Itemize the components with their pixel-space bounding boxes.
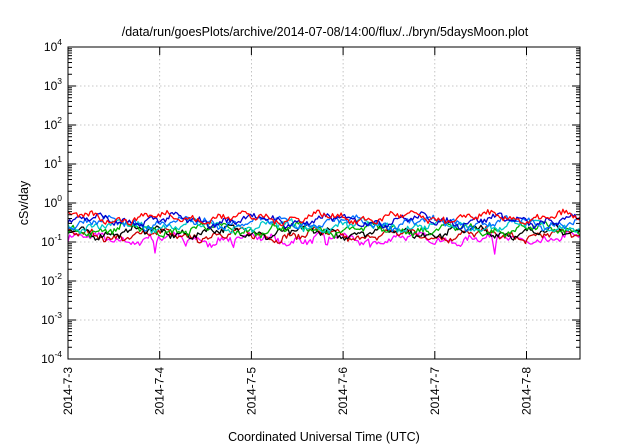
x-axis-label: Coordinated Universal Time (UTC) — [228, 430, 420, 444]
y-axis-label: cSv/day — [17, 180, 31, 225]
x-tick-label: 2014-7-4 — [153, 367, 167, 415]
series-line — [67, 208, 581, 227]
series-line — [67, 214, 581, 233]
grid-lines — [68, 47, 580, 359]
y-tick-exponent: 2 — [57, 115, 62, 125]
y-tick-base: 10 — [44, 79, 58, 93]
y-tick-exponent: -2 — [54, 271, 62, 281]
y-tick-base: 10 — [44, 40, 58, 54]
y-tick-label: 100 — [44, 193, 62, 210]
x-tick-label: 2014-7-3 — [61, 367, 75, 415]
y-tick-label: 10-2 — [41, 271, 62, 288]
y-tick-base: 10 — [44, 157, 58, 171]
y-tick-base: 10 — [41, 274, 55, 288]
y-tick-exponent: 4 — [57, 37, 62, 47]
series-line — [67, 230, 581, 255]
y-tick-label: 10-4 — [41, 349, 62, 366]
x-tick-label: 2014-7-8 — [520, 367, 534, 415]
x-tick-label: 2014-7-6 — [336, 367, 350, 415]
y-tick-base: 10 — [41, 352, 55, 366]
x-tick-label: 2014-7-5 — [244, 367, 258, 415]
series-line — [67, 216, 581, 235]
x-tick-labels: 2014-7-3 2014-7-4 2014-7-5 2014-7-6 2014-7-7… — [61, 367, 534, 415]
y-tick-exponent: 3 — [57, 76, 62, 86]
y-tick-base: 10 — [41, 235, 55, 249]
y-tick-base: 10 — [44, 196, 58, 210]
y-tick-base: 10 — [44, 118, 58, 132]
y-tick-exponent: -4 — [54, 349, 62, 359]
y-tick-exponent: -1 — [54, 232, 62, 242]
y-tick-label: 102 — [44, 115, 62, 132]
y-tick-exponent: 0 — [57, 193, 62, 203]
y-tick-label: 103 — [44, 76, 62, 93]
chart-title: /data/run/goesPlots/archive/2014-07-08/1… — [122, 25, 529, 39]
y-tick-label: 10-1 — [41, 232, 62, 249]
y-tick-label: 101 — [44, 154, 62, 171]
plot-series — [67, 208, 581, 255]
y-tick-base: 10 — [41, 313, 55, 327]
y-tick-label: 104 — [44, 37, 62, 54]
y-tick-label: 10-3 — [41, 310, 62, 327]
axis-ticks — [67, 46, 580, 360]
y-tick-exponent: 1 — [57, 154, 62, 164]
x-tick-label: 2014-7-7 — [428, 367, 442, 415]
y-tick-exponent: -3 — [54, 310, 62, 320]
